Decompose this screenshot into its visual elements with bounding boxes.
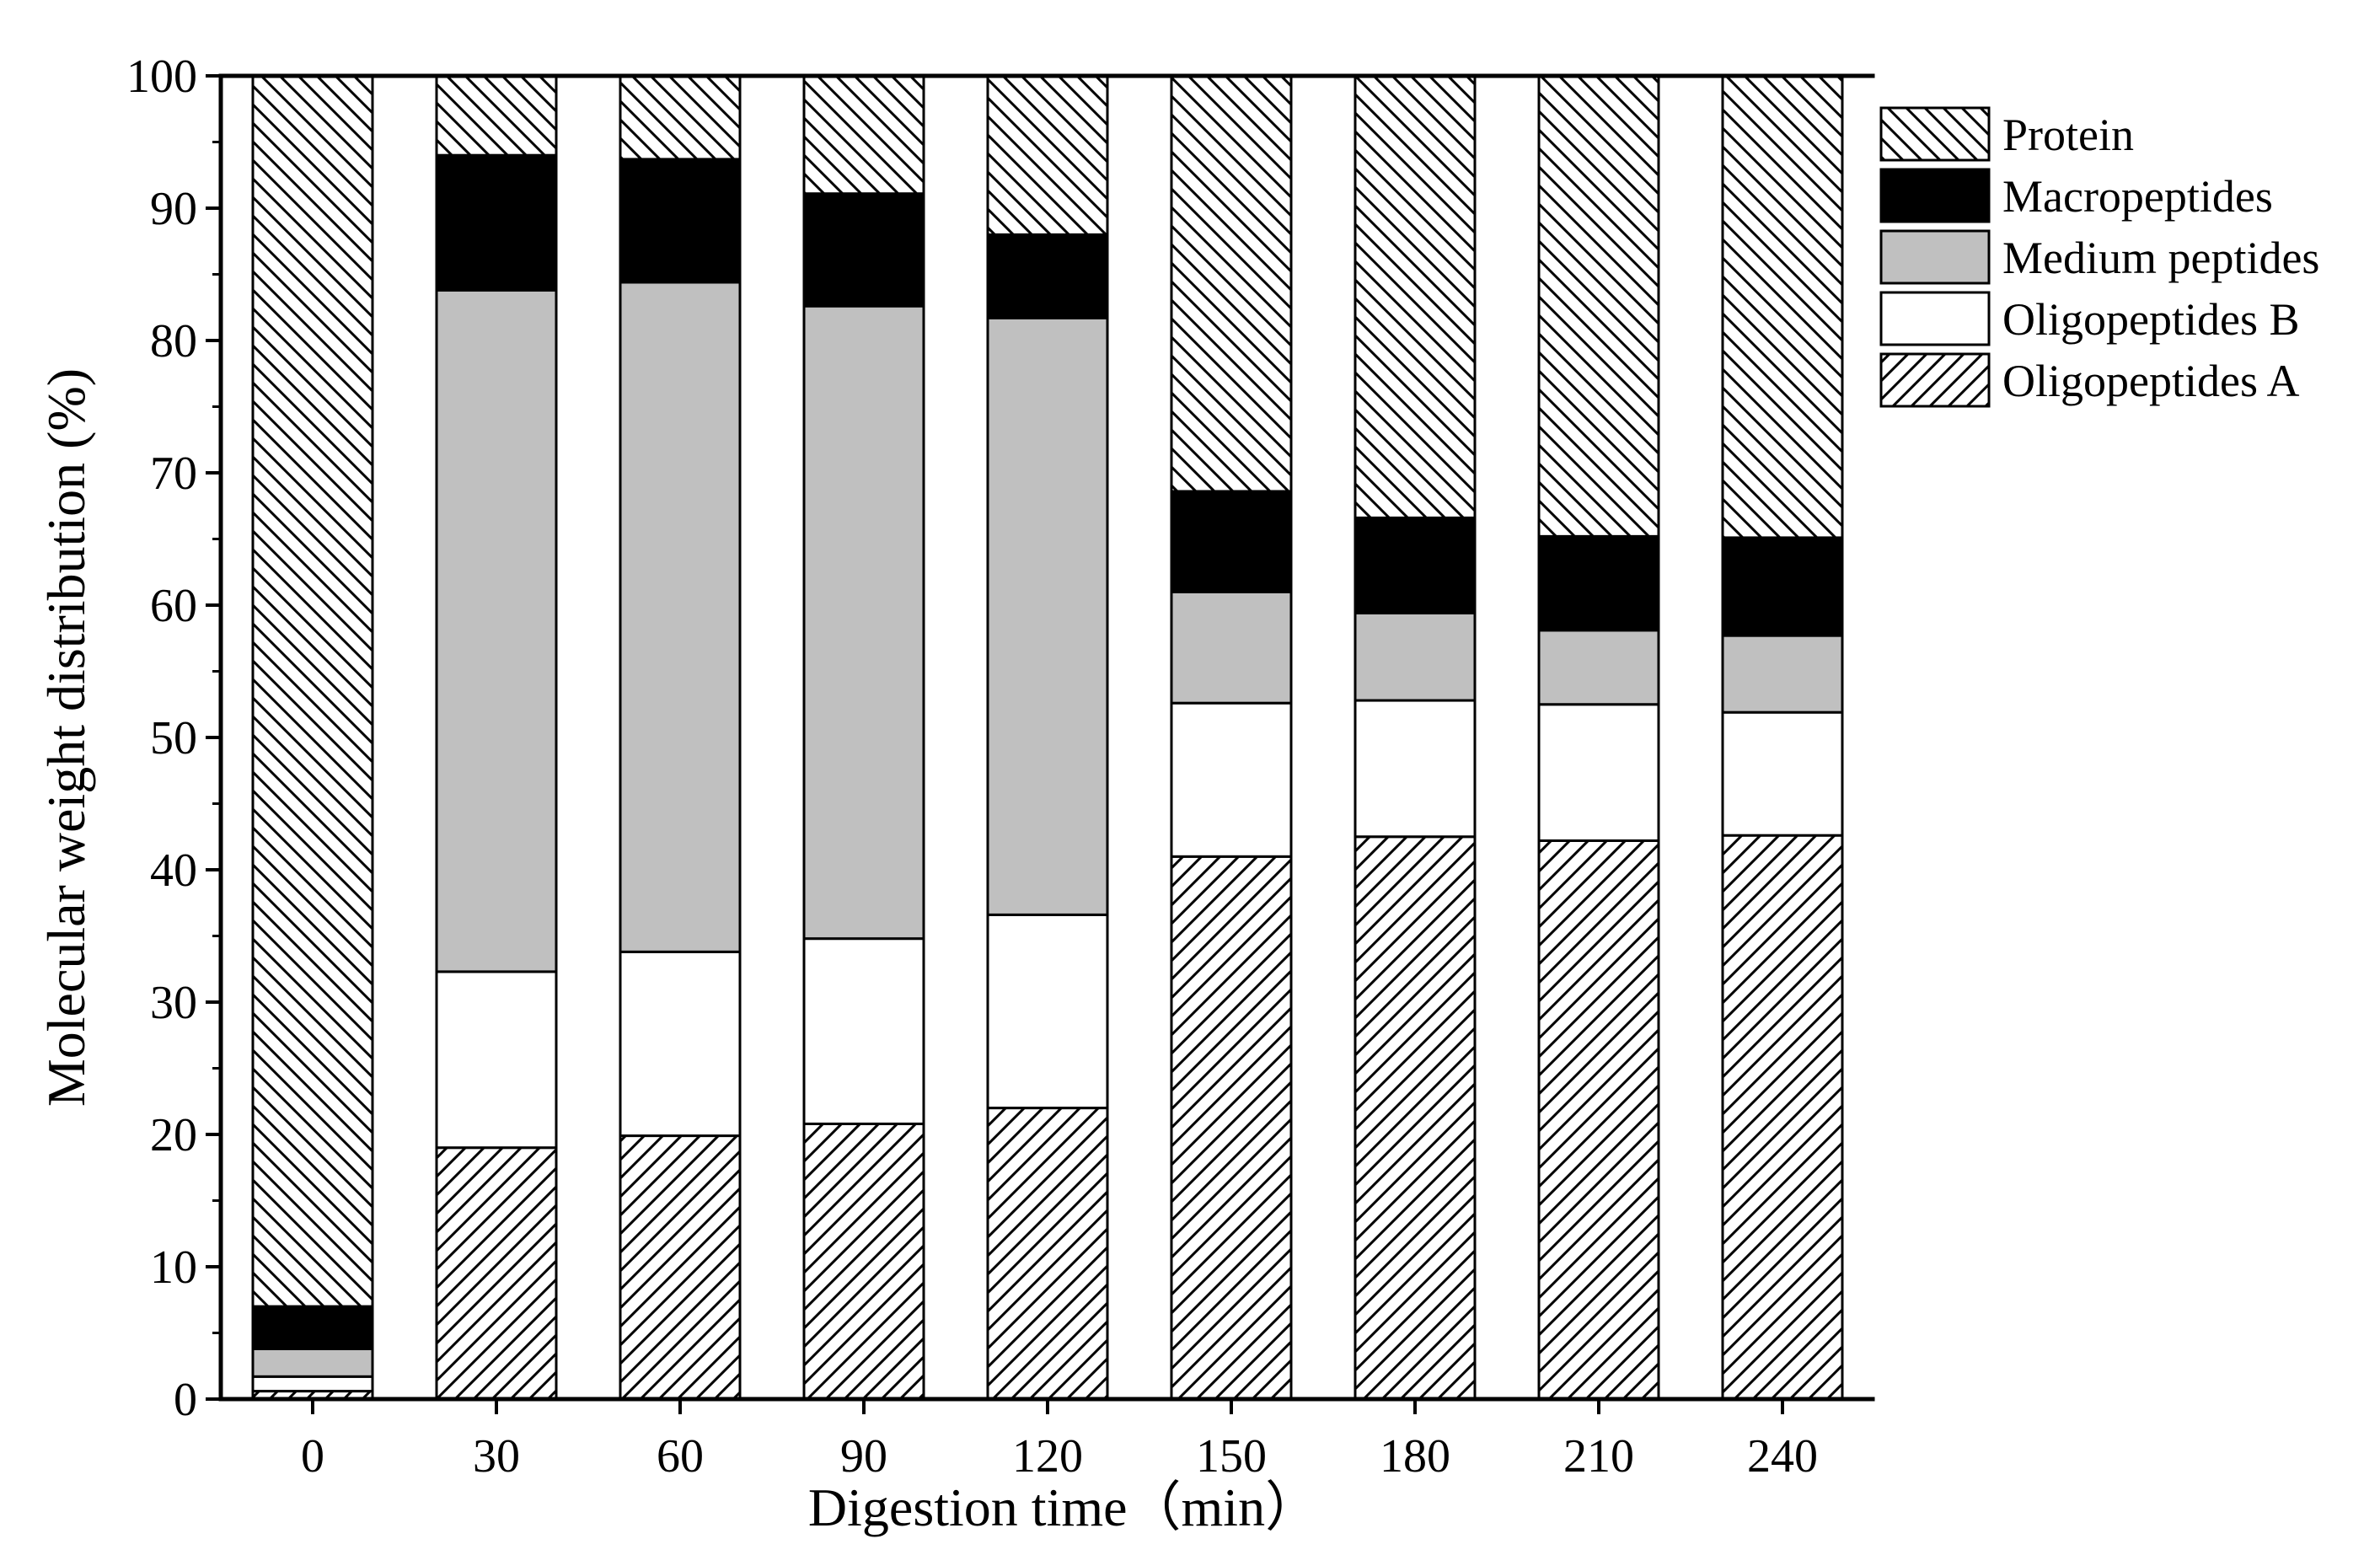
x-tick-label: 90 bbox=[840, 1430, 887, 1483]
bar-medium-peptides-30 bbox=[435, 288, 558, 973]
bar-medium-peptides-120 bbox=[986, 316, 1109, 916]
y-axis-title: Molecular weight distribution (%) bbox=[36, 368, 96, 1107]
bar-protein-150 bbox=[1170, 74, 1293, 493]
y-tick-label: 80 bbox=[150, 315, 197, 367]
y-tick-label: 30 bbox=[150, 977, 197, 1029]
bar-medium-peptides-60 bbox=[619, 281, 742, 953]
x-tick-label: 180 bbox=[1380, 1430, 1450, 1483]
bar-oligopeptides-b-240 bbox=[1721, 710, 1844, 837]
y-tick-label: 0 bbox=[174, 1374, 197, 1426]
bar-oligopeptides-a-60 bbox=[619, 1134, 742, 1401]
legend-swatch-oligopeptides-b bbox=[1879, 291, 1991, 346]
legend-label-medium-peptides: Medium peptides bbox=[2002, 233, 2319, 283]
legend: Protein Macropeptides Medium peptides Oligo… bbox=[1879, 106, 2319, 408]
bar-oligopeptides-b-90 bbox=[802, 937, 925, 1125]
legend-swatch-protein bbox=[1879, 106, 1991, 162]
bar-oligopeptides-b-180 bbox=[1353, 699, 1477, 839]
bar-macropeptides-120 bbox=[986, 233, 1109, 319]
x-tick-label: 60 bbox=[657, 1430, 704, 1483]
bar-macropeptides-30 bbox=[435, 153, 558, 292]
bar-macropeptides-150 bbox=[1170, 490, 1293, 593]
bar-oligopeptides-b-60 bbox=[619, 950, 742, 1138]
y-tick-label: 100 bbox=[126, 51, 197, 103]
bar-oligopeptides-b-30 bbox=[435, 970, 558, 1150]
bar-macropeptides-90 bbox=[802, 192, 925, 308]
legend-swatch-oligopeptides-a bbox=[1879, 352, 1991, 408]
bar-medium-peptides-240 bbox=[1721, 634, 1844, 714]
bar-medium-peptides-180 bbox=[1353, 611, 1477, 702]
bar-medium-peptides-150 bbox=[1170, 590, 1293, 705]
axes-layer: 0 10 20 30 40 50 60 70 80 90 100 0 30 60 90 120 150 180 21… bbox=[126, 51, 1875, 1483]
legend-label-macropeptides: Macropeptides bbox=[2002, 171, 2273, 222]
y-tick-label: 90 bbox=[150, 183, 197, 235]
y-tick-label: 10 bbox=[150, 1241, 197, 1294]
x-tick-label: 30 bbox=[473, 1430, 520, 1483]
bar-oligopeptides-b-210 bbox=[1537, 703, 1660, 842]
bar-protein-240 bbox=[1721, 74, 1844, 539]
y-tick-label: 60 bbox=[150, 580, 197, 632]
bar-medium-peptides-210 bbox=[1537, 629, 1660, 706]
legend-swatch-medium-peptides bbox=[1879, 229, 1991, 285]
x-tick-label: 210 bbox=[1563, 1430, 1634, 1483]
legend-label-oligopeptides-b: Oligopeptides B bbox=[2002, 294, 2299, 345]
bar-macropeptides-180 bbox=[1353, 516, 1477, 614]
bar-oligopeptides-a-210 bbox=[1537, 839, 1660, 1401]
bar-oligopeptides-b-120 bbox=[986, 913, 1109, 1110]
bar-oligopeptides-b-0 bbox=[251, 1375, 374, 1393]
legend-label-protein: Protein bbox=[2002, 110, 2134, 160]
legend-swatch-macropeptides bbox=[1879, 168, 1991, 223]
y-tick-label: 70 bbox=[150, 448, 197, 500]
bar-medium-peptides-90 bbox=[802, 304, 925, 941]
bar-medium-peptides-0 bbox=[251, 1347, 374, 1378]
bar-oligopeptides-a-90 bbox=[802, 1122, 925, 1401]
x-axis-title: Digestion time（min） bbox=[808, 1477, 1319, 1537]
bar-protein-0 bbox=[251, 74, 374, 1308]
y-tick-label: 40 bbox=[150, 845, 197, 897]
bar-macropeptides-0 bbox=[251, 1305, 374, 1350]
y-tick-label: 50 bbox=[150, 712, 197, 764]
bars-layer bbox=[251, 74, 1844, 1401]
bar-protein-90 bbox=[802, 74, 925, 196]
bar-protein-210 bbox=[1537, 74, 1660, 538]
x-tick-label: 150 bbox=[1196, 1430, 1267, 1483]
bar-oligopeptides-a-180 bbox=[1353, 835, 1477, 1401]
y-tick-label: 20 bbox=[150, 1109, 197, 1161]
legend-label-oligopeptides-a: Oligopeptides A bbox=[2002, 356, 2299, 406]
bar-protein-30 bbox=[435, 74, 558, 157]
bar-oligopeptides-a-120 bbox=[986, 1107, 1109, 1401]
x-tick-label: 0 bbox=[301, 1430, 324, 1483]
x-tick-label: 240 bbox=[1747, 1430, 1818, 1483]
bar-oligopeptides-a-240 bbox=[1721, 834, 1844, 1401]
x-tick-label: 120 bbox=[1012, 1430, 1083, 1483]
bar-protein-60 bbox=[619, 74, 742, 161]
bar-macropeptides-240 bbox=[1721, 536, 1844, 637]
bar-protein-120 bbox=[986, 74, 1109, 236]
bar-oligopeptides-a-30 bbox=[435, 1146, 558, 1401]
bar-protein-180 bbox=[1353, 74, 1477, 519]
bar-macropeptides-210 bbox=[1537, 534, 1660, 632]
bar-oligopeptides-a-150 bbox=[1170, 855, 1293, 1401]
bar-oligopeptides-b-150 bbox=[1170, 701, 1293, 858]
bar-macropeptides-60 bbox=[619, 158, 742, 284]
